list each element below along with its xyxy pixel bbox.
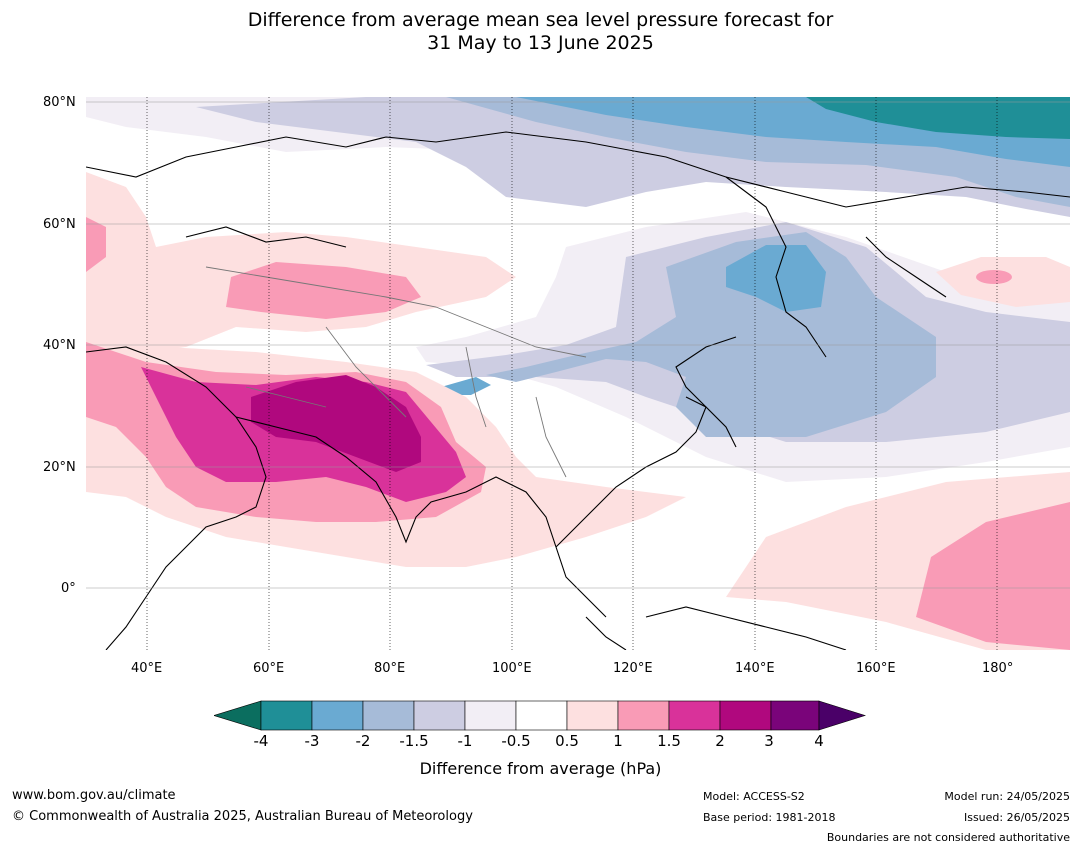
country-boundaries — [205, 266, 587, 478]
colorbar-tick-1-5: 1.5 — [657, 732, 681, 750]
colorbar-bin-9 — [668, 700, 721, 731]
colorbar-bin-2 — [311, 700, 364, 731]
copyright-text: © Commonwealth of Australia 2025, Austra… — [12, 809, 473, 824]
colorbar — [214, 700, 866, 731]
colorbar-tick-0-5: 0.5 — [555, 732, 579, 750]
colorbar-bin-7 — [566, 700, 619, 731]
colorbar-tick-1: 1 — [613, 732, 623, 750]
colorbar-title: Difference from average (hPa) — [419, 759, 662, 778]
lon-label-40e: 40°E — [131, 661, 163, 676]
lat-label-20n: 20°N — [43, 460, 76, 475]
website-link[interactable]: www.bom.gov.au/climate — [12, 788, 176, 803]
colorbar-bin-10 — [719, 700, 772, 731]
lon-label-160e: 160°E — [856, 661, 896, 676]
anomaly-region-pacific-south-pink — [916, 502, 1070, 650]
anomaly-region-eastern-pacific-core — [976, 270, 1012, 284]
colorbar-tick-minus-1: -1 — [457, 732, 473, 750]
colorbar-tick-minus-2: -2 — [355, 732, 371, 750]
lon-label-100e: 100°E — [492, 661, 532, 676]
map-panel — [86, 97, 1070, 650]
model-name: Model: ACCESS-S2 — [703, 790, 805, 803]
boundary-disclaimer: Boundaries are not considered authoritat… — [826, 831, 1070, 844]
lat-label-80n: 80°N — [43, 95, 76, 110]
lat-label-0: 0° — [61, 581, 76, 596]
colorbar-tick-minus-0-5: -0.5 — [501, 732, 531, 750]
colorbar-tick-minus-4: -4 — [253, 732, 269, 750]
base-period: Base period: 1981-2018 — [703, 811, 836, 824]
anomaly-band-arctic-teal — [806, 97, 1070, 139]
colorbar-bin-1 — [260, 700, 313, 731]
colorbar-tick-minus-1-5: -1.5 — [399, 732, 429, 750]
colorbar-above-arrow — [818, 700, 866, 731]
colorbar-bin-8 — [617, 700, 670, 731]
colorbar-bin-5 — [464, 700, 517, 731]
colorbar-bin-11 — [770, 700, 820, 731]
map-title: Difference from average mean sea level p… — [0, 9, 1081, 55]
colorbar-bin-4 — [413, 700, 466, 731]
colorbar-bin-3 — [362, 700, 415, 731]
lon-label-120e: 120°E — [613, 661, 653, 676]
lat-label-60n: 60°N — [43, 217, 76, 232]
title-line-1: Difference from average mean sea level p… — [247, 9, 834, 31]
latitude-lines — [86, 101, 1070, 589]
anomaly-region-europe-pink — [226, 262, 421, 319]
issued-date: Issued: 26/05/2025 — [963, 811, 1070, 824]
model-run-date: Model run: 24/05/2025 — [944, 790, 1070, 803]
colorbar-tick-2: 2 — [715, 732, 725, 750]
lon-label-80e: 80°E — [374, 661, 406, 676]
lon-label-180: 180° — [982, 661, 1014, 676]
colorbar-tick-minus-3: -3 — [304, 732, 320, 750]
colorbar-tick-4: 4 — [814, 732, 824, 750]
colorbar-below-arrow — [214, 700, 262, 731]
lon-label-60e: 60°E — [253, 661, 285, 676]
pressure-anomaly-map — [86, 97, 1070, 650]
lat-label-40n: 40°N — [43, 338, 76, 353]
colorbar-tick-3: 3 — [764, 732, 774, 750]
graticule — [146, 97, 998, 650]
coastlines — [86, 131, 1070, 650]
anomaly-region-tibet-blue — [441, 377, 491, 395]
anomaly-region-europe-pink-small — [86, 217, 106, 272]
colorbar-bin-6 — [515, 700, 568, 731]
lon-label-140e: 140°E — [735, 661, 775, 676]
title-line-2: 31 May to 13 June 2025 — [427, 32, 654, 54]
